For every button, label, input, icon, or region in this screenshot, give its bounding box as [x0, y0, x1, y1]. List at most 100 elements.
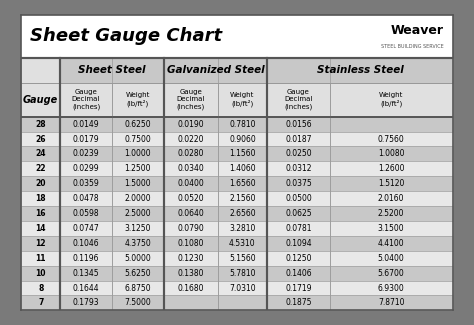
Text: 0.6250: 0.6250: [125, 120, 151, 129]
Bar: [267, 161, 330, 176]
Text: Stainless Steel: Stainless Steel: [317, 65, 403, 75]
Text: 0.1094: 0.1094: [285, 239, 312, 248]
Bar: [267, 251, 330, 266]
Text: 5.0400: 5.0400: [378, 254, 405, 263]
Text: Weight
(lb/ft²): Weight (lb/ft²): [230, 92, 255, 107]
Bar: [21, 295, 60, 310]
Text: 0.1644: 0.1644: [73, 283, 100, 292]
Bar: [60, 236, 112, 251]
Text: 0.7500: 0.7500: [124, 135, 151, 144]
Text: 0.0781: 0.0781: [285, 224, 312, 233]
Text: Gauge: Gauge: [23, 95, 58, 105]
Text: 1.5120: 1.5120: [378, 179, 404, 188]
Text: 28: 28: [36, 120, 46, 129]
Bar: [112, 236, 164, 251]
Text: 0.1719: 0.1719: [285, 283, 312, 292]
Bar: [21, 236, 60, 251]
Bar: [164, 280, 218, 295]
Bar: [60, 206, 112, 221]
Text: 4.5310: 4.5310: [229, 239, 255, 248]
Text: Weight
(lb/ft²): Weight (lb/ft²): [379, 92, 403, 107]
Bar: [218, 176, 267, 191]
Bar: [164, 117, 218, 132]
Text: 0.9060: 0.9060: [229, 135, 256, 144]
Bar: [112, 83, 164, 117]
Text: 22: 22: [36, 164, 46, 173]
Text: 0.7560: 0.7560: [378, 135, 405, 144]
Bar: [112, 191, 164, 206]
Bar: [60, 132, 112, 147]
Bar: [60, 251, 112, 266]
Text: 0.0250: 0.0250: [285, 150, 312, 158]
Text: 0.0625: 0.0625: [285, 209, 312, 218]
Text: 20: 20: [36, 179, 46, 188]
Bar: [267, 132, 330, 147]
Bar: [21, 176, 60, 191]
Text: Gauge
Decimal
(inches): Gauge Decimal (inches): [72, 89, 100, 110]
Bar: [330, 117, 453, 132]
Text: 16: 16: [36, 209, 46, 218]
Text: 0.0478: 0.0478: [73, 194, 100, 203]
Bar: [218, 221, 267, 236]
Text: 0.0500: 0.0500: [285, 194, 312, 203]
Text: 0.0340: 0.0340: [177, 164, 204, 173]
Bar: [164, 147, 218, 161]
Text: Weaver: Weaver: [391, 24, 444, 37]
Text: Gauge
Decimal
(inches): Gauge Decimal (inches): [176, 89, 205, 110]
Bar: [267, 266, 330, 280]
Bar: [218, 161, 267, 176]
Bar: [330, 161, 453, 176]
Bar: [21, 117, 60, 132]
Text: 0.0747: 0.0747: [73, 224, 100, 233]
Bar: [218, 191, 267, 206]
Bar: [330, 266, 453, 280]
Bar: [21, 280, 60, 295]
Text: 0.0520: 0.0520: [177, 194, 204, 203]
Text: 2.5000: 2.5000: [125, 209, 151, 218]
Text: 2.0000: 2.0000: [125, 194, 151, 203]
Text: 2.0160: 2.0160: [378, 194, 404, 203]
Bar: [164, 295, 218, 310]
Bar: [60, 161, 112, 176]
Text: 0.0299: 0.0299: [73, 164, 100, 173]
Text: 5.0000: 5.0000: [124, 254, 151, 263]
Bar: [164, 83, 218, 117]
Text: 10: 10: [36, 269, 46, 278]
Text: Sheet Gauge Chart: Sheet Gauge Chart: [30, 27, 222, 45]
Bar: [330, 251, 453, 266]
Text: Weight
(lb/ft²): Weight (lb/ft²): [126, 92, 150, 107]
Text: 0.0220: 0.0220: [177, 135, 204, 144]
Bar: [21, 191, 60, 206]
Bar: [112, 266, 164, 280]
Bar: [218, 295, 267, 310]
Bar: [60, 295, 112, 310]
Bar: [164, 251, 218, 266]
Text: 1.4060: 1.4060: [229, 164, 255, 173]
Text: 0.1680: 0.1680: [177, 283, 204, 292]
Text: 0.0640: 0.0640: [177, 209, 204, 218]
Bar: [60, 117, 112, 132]
Text: 2.5200: 2.5200: [378, 209, 404, 218]
Text: 5.6250: 5.6250: [125, 269, 151, 278]
Bar: [60, 266, 112, 280]
Bar: [60, 280, 112, 295]
Text: Gauge
Decimal
(inches): Gauge Decimal (inches): [284, 89, 313, 110]
Bar: [164, 58, 267, 83]
Text: 1.0080: 1.0080: [378, 150, 404, 158]
Bar: [218, 236, 267, 251]
Bar: [21, 132, 60, 147]
Text: 6.9300: 6.9300: [378, 283, 405, 292]
Text: 5.7810: 5.7810: [229, 269, 255, 278]
Text: 1.0000: 1.0000: [125, 150, 151, 158]
Bar: [21, 266, 60, 280]
Text: 0.0790: 0.0790: [177, 224, 204, 233]
Text: Sheet Steel: Sheet Steel: [78, 65, 146, 75]
Bar: [267, 295, 330, 310]
Text: 0.0598: 0.0598: [73, 209, 100, 218]
Bar: [60, 147, 112, 161]
Bar: [21, 147, 60, 161]
Text: 1.6560: 1.6560: [229, 179, 255, 188]
Text: 3.1500: 3.1500: [378, 224, 404, 233]
Bar: [267, 117, 330, 132]
Text: Galvanized Steel: Galvanized Steel: [167, 65, 264, 75]
